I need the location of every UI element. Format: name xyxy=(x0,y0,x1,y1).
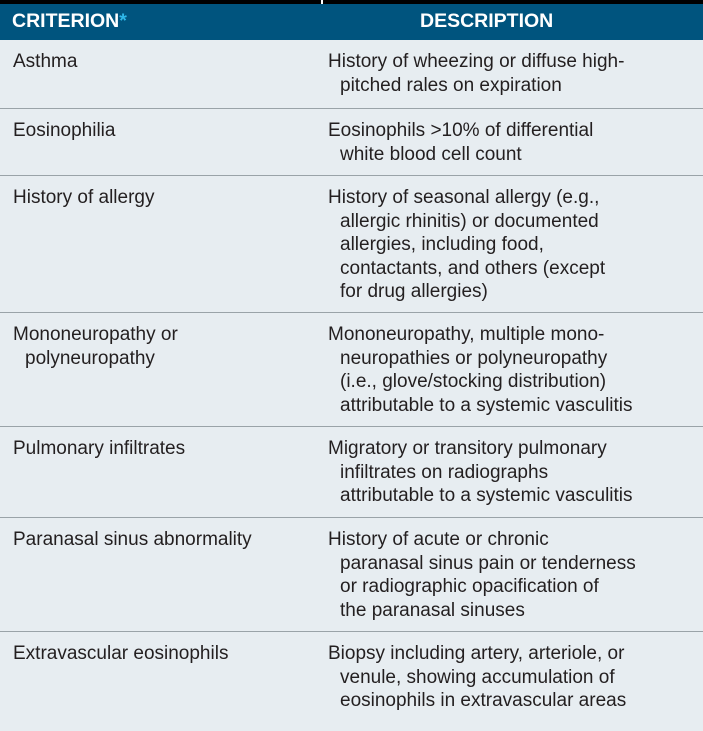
description-cell: Migratory or transitory pulmonary infilt… xyxy=(328,437,633,508)
description-line: eosinophils in extravascular areas xyxy=(340,690,627,711)
table-row: Mononeuropathy or polyneuropathy Mononeu… xyxy=(0,312,703,426)
description-cell: Biopsy including artery, arteriole, or v… xyxy=(328,642,626,713)
table-row: Pulmonary infiltrates Migratory or trans… xyxy=(0,426,703,517)
table-row: Eosinophilia Eosinophils >10% of differe… xyxy=(0,108,703,175)
criterion-line: History of allergy xyxy=(13,187,155,208)
criterion-line: Paranasal sinus abnormality xyxy=(13,529,252,550)
criterion-cell: Mononeuropathy or polyneuropathy xyxy=(13,323,178,370)
top-rule xyxy=(0,0,703,4)
criterion-line: Pulmonary infiltrates xyxy=(13,438,186,459)
criterion-line: Mononeuropathy or xyxy=(13,324,178,345)
table-row: History of allergy History of seasonal a… xyxy=(0,175,703,312)
description-cell: History of wheezing or diffuse high- pit… xyxy=(328,50,624,97)
table-row: Asthma History of wheezing or diffuse hi… xyxy=(0,40,703,108)
description-line: pitched rales on expiration xyxy=(340,74,562,96)
description-line: Mononeuropathy, multiple mono- xyxy=(328,324,605,345)
description-line: paranasal sinus pain or tenderness xyxy=(340,552,636,574)
description-line: attributable to a systemic vasculitis xyxy=(340,485,633,506)
description-line: History of seasonal allergy (e.g., xyxy=(328,187,600,208)
description-line: (i.e., glove/stocking distribution) xyxy=(340,371,607,392)
criterion-cell: Pulmonary infiltrates xyxy=(13,437,185,461)
table-row: Paranasal sinus abnormality History of a… xyxy=(0,517,703,631)
description-line: contactants, and others (except xyxy=(340,257,606,279)
description-line: attributable to a systemic vasculitis xyxy=(340,394,633,416)
description-line: Biopsy including artery, arteriole, or xyxy=(328,643,625,664)
description-line: Eosinophils >10% of differential xyxy=(328,120,594,141)
criterion-cell: Eosinophilia xyxy=(13,119,115,143)
description-line: allergic rhinitis) or documented xyxy=(340,210,599,232)
criterion-line: polyneuropathy xyxy=(25,347,155,369)
description-line: infiltrates on radiographs xyxy=(340,461,549,483)
description-cell: Eosinophils >10% of differential white b… xyxy=(328,119,593,166)
criterion-header-label: CRITERION xyxy=(12,10,120,32)
description-line: white blood cell count xyxy=(340,143,522,165)
criterion-cell: Extravascular eosinophils xyxy=(13,642,228,666)
criterion-cell: Paranasal sinus abnormality xyxy=(13,528,252,552)
criterion-column-header: CRITERION* xyxy=(12,10,127,33)
description-line: History of wheezing or diffuse high- xyxy=(328,51,625,72)
criterion-cell: Asthma xyxy=(13,50,77,74)
top-rule-tick xyxy=(321,0,323,4)
criterion-line: Eosinophilia xyxy=(13,120,116,141)
description-line: venule, showing accumulation of xyxy=(340,666,615,688)
description-line: History of acute or chronic xyxy=(328,529,549,550)
description-cell: Mononeuropathy, multiple mono- neuropath… xyxy=(328,323,633,417)
description-cell: History of seasonal allergy (e.g., aller… xyxy=(328,186,605,304)
table-header: CRITERION* DESCRIPTION xyxy=(0,4,703,40)
description-line: for drug allergies) xyxy=(340,281,488,302)
description-line: neuropathies or polyneuropathy xyxy=(340,347,608,369)
table-row: Extravascular eosinophils Biopsy includi… xyxy=(0,631,703,731)
criterion-cell: History of allergy xyxy=(13,186,155,210)
description-line: or radiographic opacification of xyxy=(340,576,599,597)
description-line: Migratory or transitory pulmonary xyxy=(328,438,607,459)
description-column-header: DESCRIPTION xyxy=(420,10,554,32)
criterion-line: Extravascular eosinophils xyxy=(13,643,229,664)
footnote-asterisk: * xyxy=(119,10,127,32)
description-cell: History of acute or chronic paranasal si… xyxy=(328,528,636,622)
description-line: allergies, including food, xyxy=(340,234,544,255)
description-line: the paranasal sinuses xyxy=(340,599,525,621)
criterion-line: Asthma xyxy=(13,51,78,72)
